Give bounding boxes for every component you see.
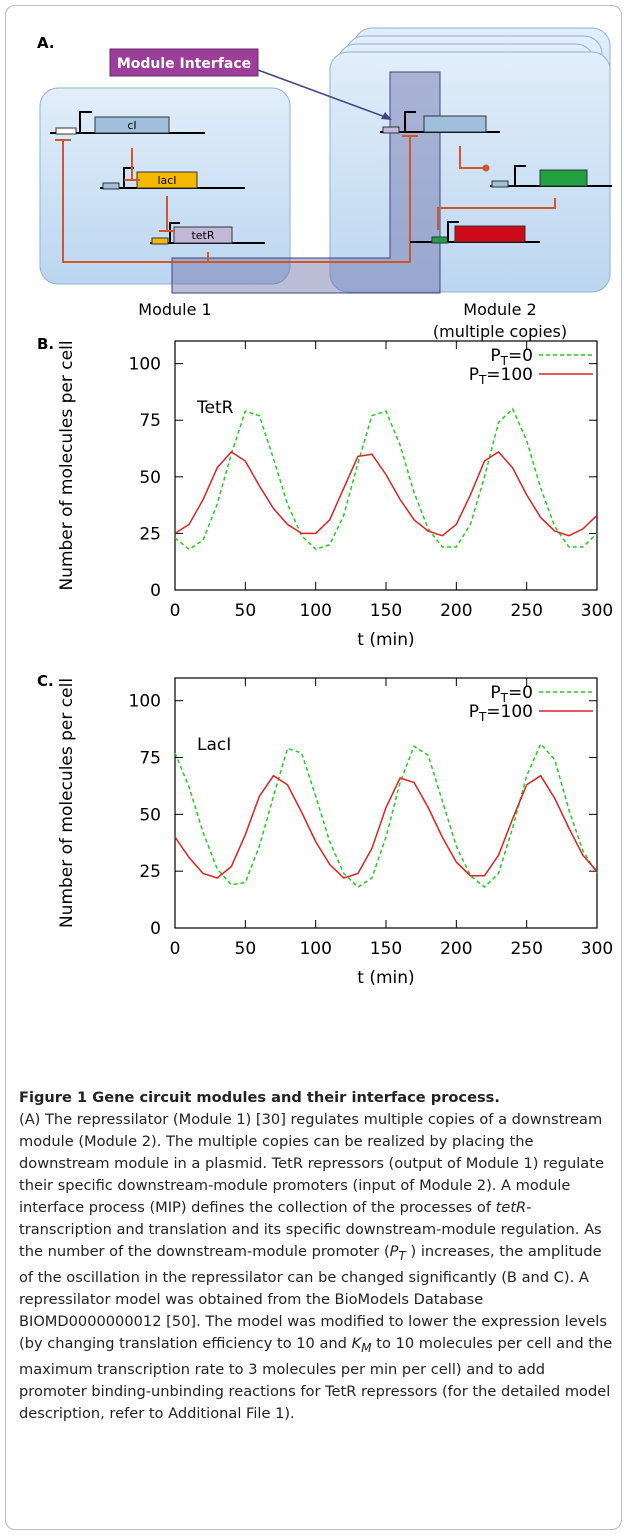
promoter (123, 167, 134, 188)
module-box (329, 51, 611, 293)
gene (173, 226, 233, 244)
caption-text: (A) The repressilator (Module 1) [30] re… (19, 1111, 604, 1216)
module-label: Module 1 (138, 300, 211, 319)
y-tick-label: 75 (139, 749, 161, 769)
module-note: (multiple copies) (433, 322, 567, 341)
y-tick-label: 0 (150, 581, 161, 601)
x-tick-label: 150 (370, 601, 402, 621)
annotation: TetR (196, 398, 234, 418)
x-tick-label: 0 (170, 939, 181, 959)
x-tick-label: 200 (440, 939, 472, 959)
repression (55, 135, 556, 263)
legend-label: PT=0 (490, 683, 533, 705)
promoter (404, 111, 416, 132)
panel-label: A. (37, 34, 55, 52)
operator (102, 182, 120, 190)
gene (454, 225, 526, 243)
interface-region (171, 71, 441, 294)
y-tick-label: 50 (139, 468, 161, 488)
annotation: LacI (197, 735, 231, 755)
gene (539, 169, 588, 187)
x-tick-label: 50 (235, 601, 257, 621)
y-tick-label: 25 (139, 524, 161, 544)
interface-label: Module Interface (117, 56, 251, 72)
y-tick-label: 75 (139, 411, 161, 431)
series-line (174, 742, 598, 889)
y-tick-label: 100 (129, 692, 161, 712)
y-axis-label: Number of molecules per cell (57, 340, 77, 590)
operator (55, 127, 77, 135)
caption-text: ) increases, the amplitude of the oscill… (19, 1243, 607, 1352)
gene-label: tetR (191, 229, 214, 242)
x-axis-label: t (min) (357, 968, 414, 988)
caption-title-end: . (494, 1089, 500, 1106)
series-line (174, 407, 598, 551)
x-axis-label: t (min) (357, 630, 414, 650)
gene (423, 115, 487, 133)
activation (482, 164, 490, 172)
x-tick-label: 0 (170, 601, 181, 621)
x-tick-label: 150 (370, 939, 402, 959)
operator (491, 180, 509, 188)
plot-frame (174, 340, 598, 591)
operator (431, 236, 449, 244)
caption-text: P (389, 1243, 399, 1260)
arrowhead (381, 112, 392, 120)
legend-label: PT=100 (469, 365, 533, 387)
x-tick-label: 100 (299, 939, 331, 959)
operator (151, 237, 169, 245)
gene-label: lacI (157, 174, 176, 187)
plot-frame (174, 677, 598, 929)
panel-label: B. (37, 335, 54, 353)
x-tick-label: 300 (581, 601, 613, 621)
panel-label: C. (37, 672, 54, 690)
x-tick-label: 200 (440, 601, 472, 621)
operator (382, 126, 400, 134)
x-tick-label: 300 (581, 939, 613, 959)
x-tick-label: 250 (510, 939, 542, 959)
y-tick-label: 0 (150, 919, 161, 939)
promoter (514, 165, 526, 186)
promoter (447, 221, 459, 242)
figure-frame (5, 5, 622, 1530)
caption-text: -transcription and translation and its s… (19, 1199, 602, 1260)
x-tick-label: 250 (510, 601, 542, 621)
y-tick-label: 50 (139, 805, 161, 825)
caption-text: M (361, 1340, 372, 1355)
y-tick-label: 100 (129, 355, 161, 375)
x-tick-label: 50 (235, 939, 257, 959)
caption-text: K (351, 1334, 362, 1352)
caption-text: tetR (495, 1199, 527, 1216)
caption: Figure 1 Gene circuit modules and their … (19, 1087, 615, 1425)
interface-label-box (109, 48, 259, 77)
gene-label: cI (127, 119, 136, 132)
series-line (174, 774, 598, 879)
caption-text: to 10 molecules per cell and the maximum… (19, 1334, 613, 1422)
gene (94, 116, 170, 134)
caption-text: T (398, 1248, 406, 1263)
promoter (169, 222, 180, 243)
x-tick-label: 100 (299, 601, 331, 621)
arrow (257, 69, 389, 119)
caption-title: Figure 1 Gene circuit modules and their … (19, 1089, 495, 1106)
figure: A. cI lacI tetR Module Interface Modu (37, 27, 613, 988)
promoter (79, 111, 92, 133)
y-axis-label: Number of molecules per cell (57, 678, 77, 928)
legend-label: PT=0 (490, 346, 533, 368)
y-tick-label: 25 (139, 862, 161, 882)
module-label: Module 2 (463, 300, 536, 319)
diagram: A. cI lacI tetR Module Interface Modu (37, 27, 612, 341)
series-line (174, 450, 598, 537)
legend-label: PT=100 (469, 702, 533, 724)
